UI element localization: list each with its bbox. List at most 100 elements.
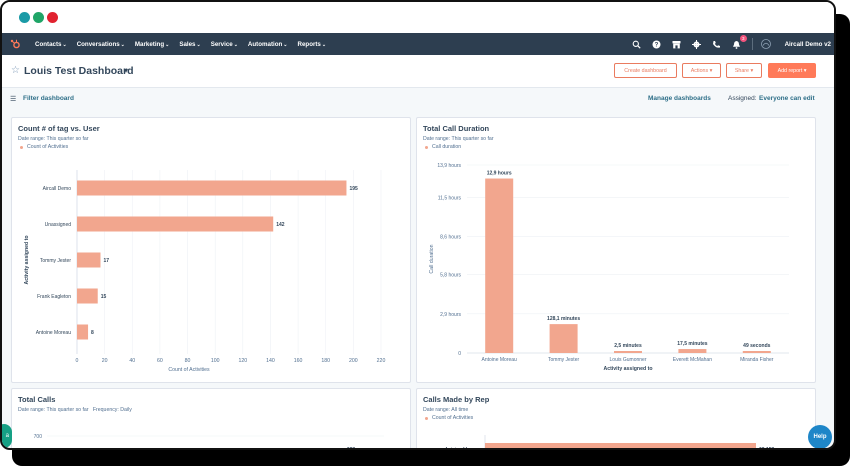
y-tick-label: 700 [34,434,43,440]
window-control-red[interactable] [47,12,58,23]
data-label: 15 [101,294,107,300]
bar [77,288,98,304]
y-tick-label: 13,9 hours [437,163,461,169]
card-title[interactable]: Calls Made by Rep [423,395,490,404]
y-tick-label: 5,8 hours [440,273,461,279]
x-tick-label: 120 [238,358,247,364]
card-title[interactable]: Total Calls [18,395,56,404]
dashboard-header: ☆ Louis Test Dashboard ▾ Create dashboar… [2,55,834,88]
data-label: 17,5 minutes [677,341,708,347]
bar [77,180,347,196]
nav-contacts[interactable]: Contacts⌄ [35,40,67,48]
top-navigation: Contacts⌄ Conversations⌄ Marketing⌄ Sale… [2,33,834,55]
report-card-tag-vs-user: Count # of tag vs. User Date range: This… [11,117,411,383]
x-axis-label: Count of Activities [168,367,210,373]
x-tick-label: 40 [129,358,135,364]
notifications-bell-icon[interactable]: 3 [732,35,747,49]
dashboard-switch-caret-icon[interactable]: ▾ [124,66,129,75]
category-label: Miranda Fisher [740,357,774,363]
card-title[interactable]: Total Call Duration [423,124,490,133]
y-tick-label: 2,9 hours [440,312,461,318]
category-label: Tommy Jester [40,258,71,264]
nav-divider [751,38,753,50]
account-avatar-icon[interactable] [760,39,771,49]
category-label: Antoine Moreau [482,357,518,363]
card-date-range: Date range: This quarter so far Frequenc… [18,407,132,413]
actions-button[interactable]: Actions ▾ [682,63,721,78]
search-icon[interactable] [632,39,642,49]
x-axis-label: Activity assigned to [603,366,652,372]
x-tick-label: 180 [321,358,330,364]
window-control-teal[interactable] [19,12,30,23]
nav-reports[interactable]: Reports⌄ [297,40,327,48]
y-tick-label: 0 [458,351,461,357]
tag-vs-user-chart: 0 20 40 60 80 100 120 140 160 180 200 220 Aircall De… [24,170,386,373]
x-tick-label: 220 [377,358,386,364]
data-label: 62 158 [759,447,775,450]
category-label: Antoine Moreau [445,447,481,450]
manage-dashboards-link[interactable]: Manage dashboards [648,95,711,102]
nav-marketing[interactable]: Marketing⌄ [134,40,170,48]
filter-bar: ☰ Filter dashboard Manage dashboards Ass… [2,90,834,108]
create-dashboard-button[interactable]: Create dashboard [614,63,677,78]
category-label: Louis Gumonner [610,357,647,363]
nav-service[interactable]: Service⌄ [210,40,238,48]
phone-calling-icon[interactable] [712,39,722,49]
marketplace-icon[interactable] [672,39,682,49]
hubspot-logo-icon[interactable] [5,33,25,55]
card-date-range: Date range: All time [423,407,469,413]
x-tick-label: 20 [102,358,108,364]
chart-legend: Count of Activities [20,144,68,150]
nav-conversations[interactable]: Conversations⌄ [76,40,125,48]
calls-by-rep-chart: Antoine Moreau 62 158 [445,435,775,450]
x-tick-label: 140 [266,358,275,364]
assigned-label: Assigned: [728,95,757,102]
legend-label: Count of Activities [27,144,69,150]
legend-label: Call duration [432,144,462,150]
chat-widget-button[interactable]: a [2,424,12,448]
help-widget-button[interactable]: Help [808,425,832,448]
legend-label: Count of Activities [432,415,474,421]
y-tick-label: 8,6 hours [440,235,461,241]
category-label: Everett McMahan [673,357,712,363]
filter-dashboard-link[interactable]: Filter dashboard [23,95,74,102]
legend-swatch [425,145,428,149]
window-control-green[interactable] [33,12,44,23]
bar [549,324,578,353]
report-card-call-duration: Total Call Duration Date range: This qua… [416,117,816,383]
svg-text:?: ? [655,42,659,48]
data-label: 49 seconds [743,343,770,349]
data-label: 142 [276,222,285,228]
x-tick-label: 200 [349,358,358,364]
filter-lines-icon[interactable]: ☰ [10,96,17,103]
legend-swatch [20,145,23,149]
help-icon[interactable]: ? [652,39,662,49]
app-window: Contacts⌄ Conversations⌄ Marketing⌄ Sale… [0,0,836,450]
share-button[interactable]: Share ▾ [726,63,762,78]
nav-sales[interactable]: Sales⌄ [179,40,201,48]
bar [77,216,274,232]
bar [614,351,642,353]
category-label: Aircall Demo [43,186,72,192]
y-tick-label: 11,5 hours [438,195,462,201]
x-tick-label: 60 [157,358,163,364]
nav-automation[interactable]: Automation⌄ [247,40,288,48]
y-axis-label: Call duration [429,244,435,273]
bar [485,178,514,353]
report-card-calls-by-rep: Calls Made by Rep Date range: All time C… [416,388,816,450]
chart-legend: Call duration [425,144,461,150]
card-date-range: Date range: This quarter so far [18,136,89,142]
data-label: 2,5 minutes [614,343,642,349]
add-report-button[interactable]: Add report ▾ [768,63,816,78]
card-title[interactable]: Count # of tag vs. User [18,124,100,133]
chart-legend: Count of Activities [425,415,473,421]
category-label: Tommy Jester [548,357,579,363]
dashboard-title[interactable]: Louis Test Dashboard [24,65,134,77]
favorite-star-icon[interactable]: ☆ [11,65,20,76]
data-label: 195 [349,186,358,192]
account-name[interactable]: Aircall Demo v2 [784,40,831,48]
settings-gear-icon[interactable] [692,39,702,49]
data-label: 628 [347,447,356,450]
assigned-value-link[interactable]: Everyone can edit [759,95,815,102]
x-tick-label: 100 [211,358,220,364]
